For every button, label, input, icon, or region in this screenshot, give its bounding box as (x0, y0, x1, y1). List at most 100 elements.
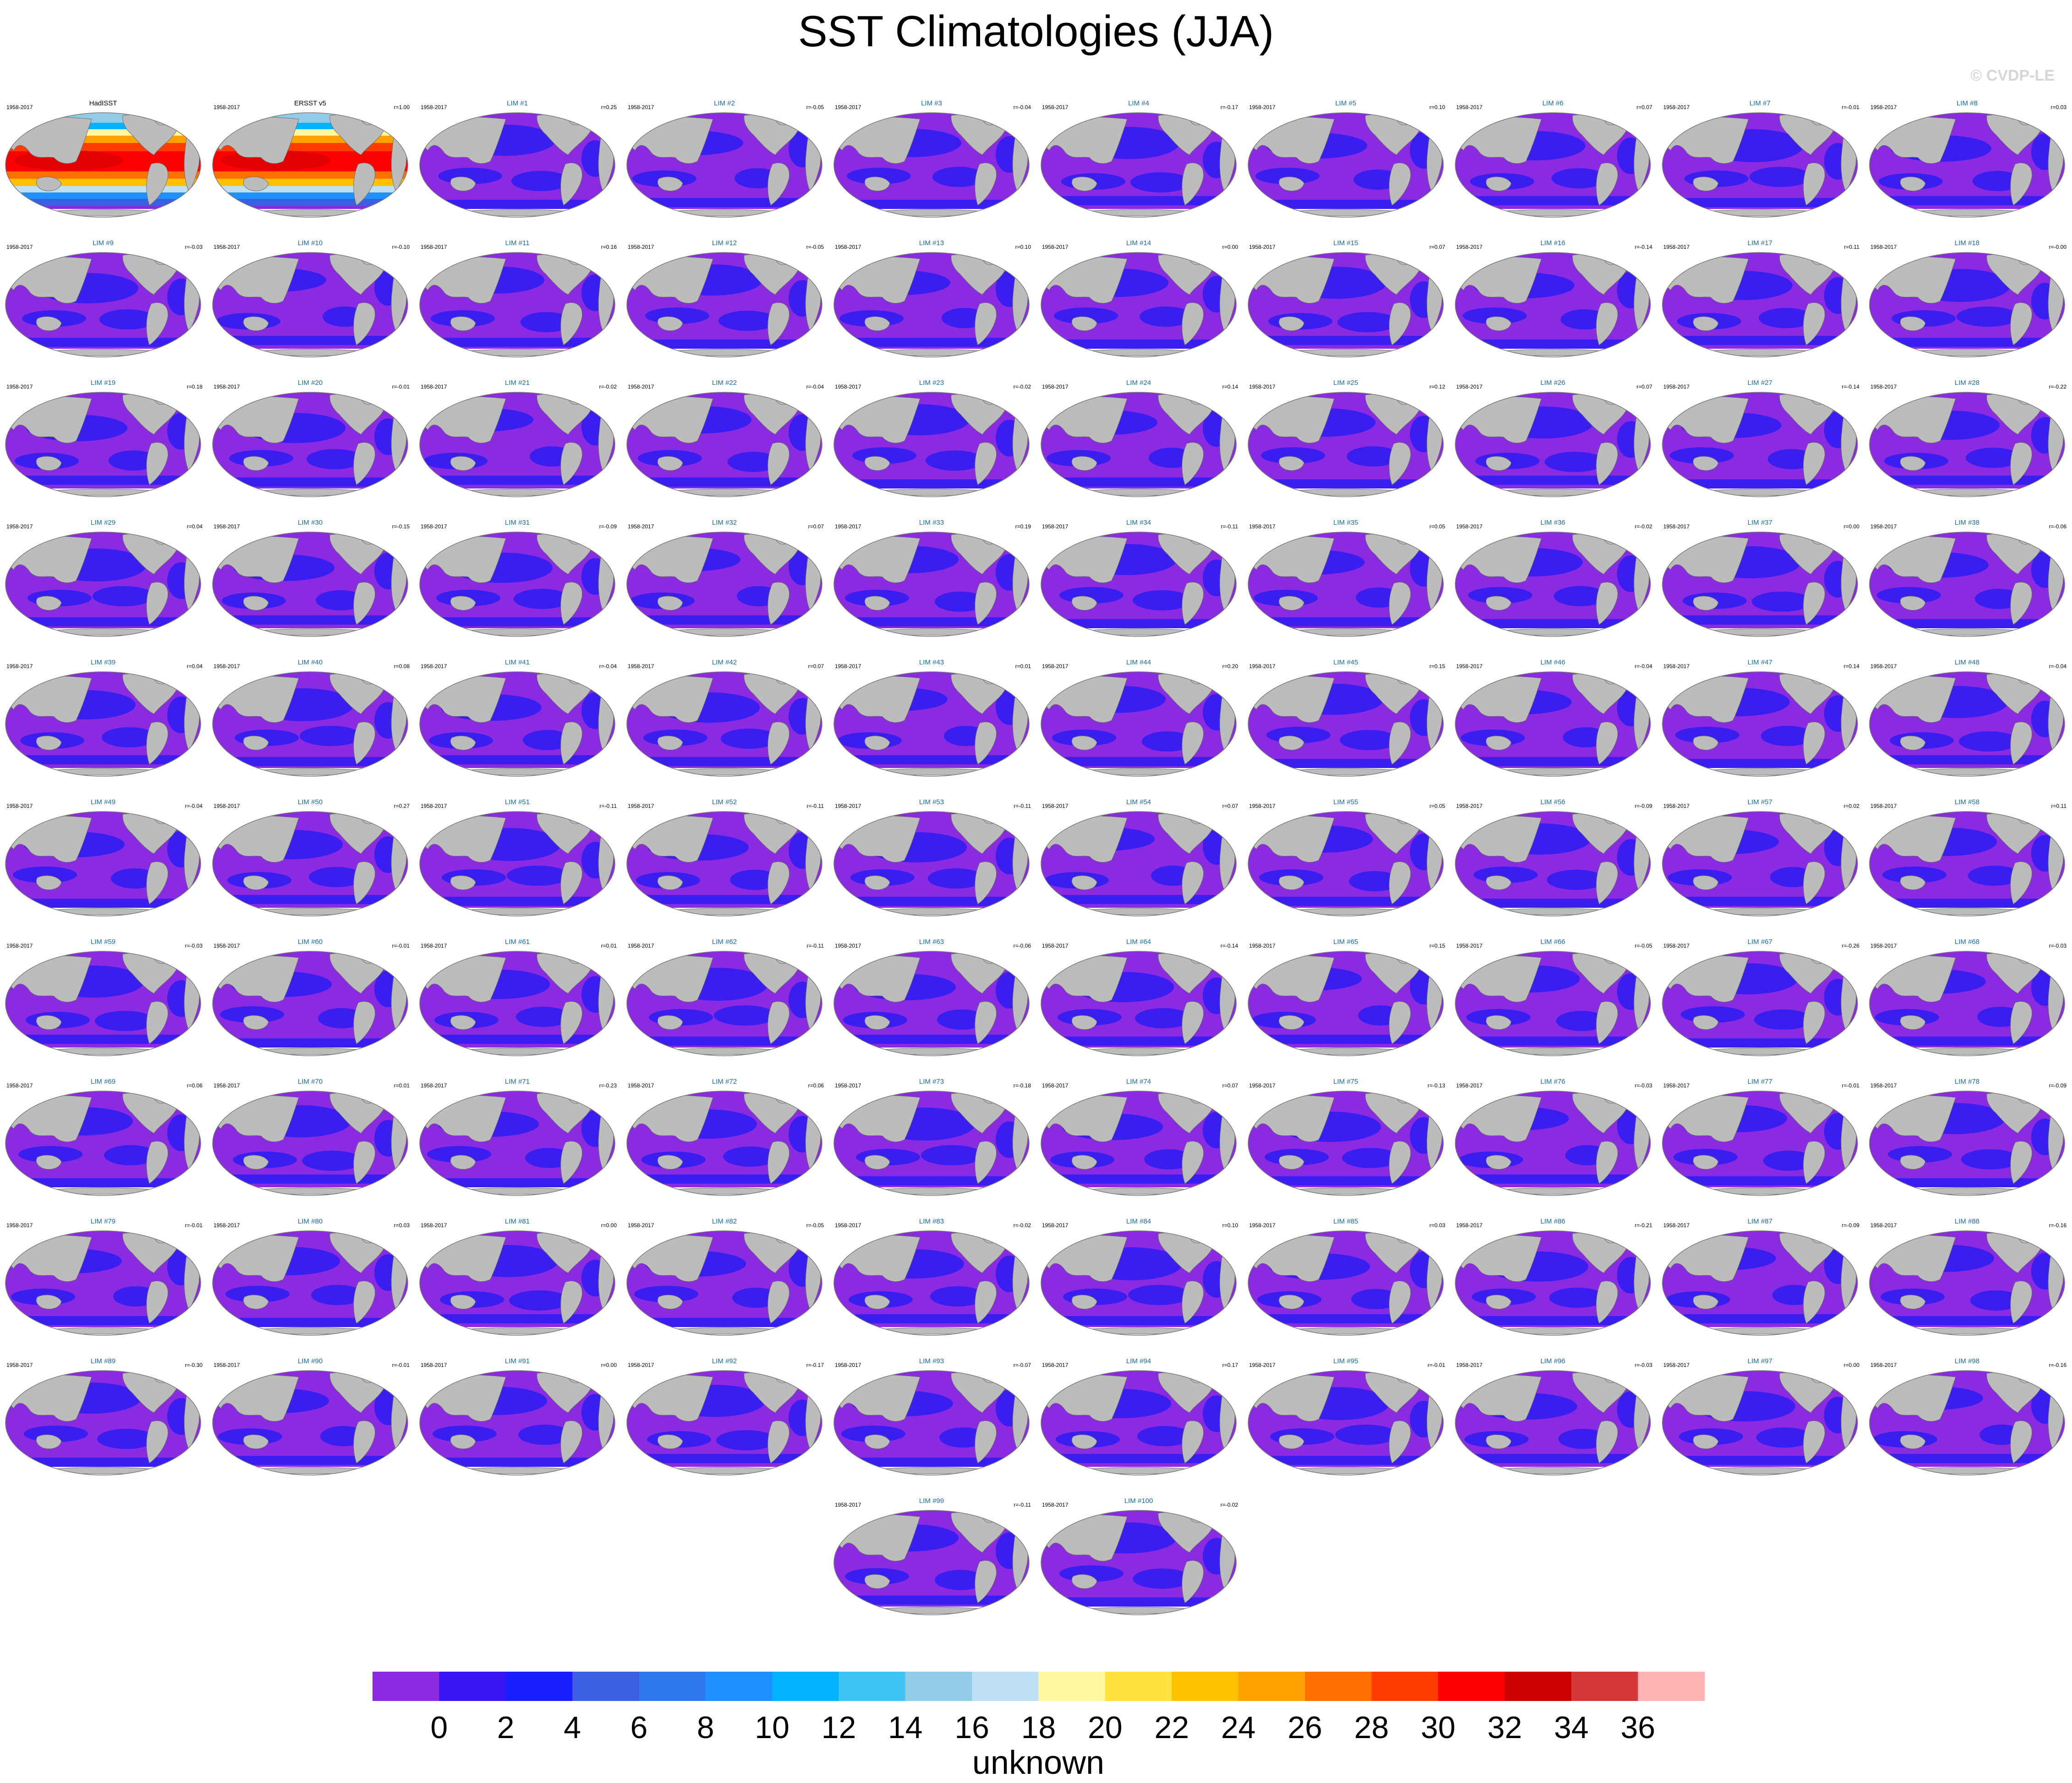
panel-title: LIM #65 (1333, 938, 1358, 946)
panel-correlation-label: r=-0.01 (392, 384, 410, 390)
map-panel: 1958-2017 LIM #97 r=0.00 (1662, 1357, 1859, 1476)
panel-correlation-label: r=0.03 (394, 1222, 410, 1229)
land-southAmerica (560, 861, 583, 905)
panel-title: LIM #6 (1542, 99, 1563, 107)
panel-period-label: 1958-2017 (1249, 244, 1276, 250)
panel-correlation-label: r=-0.04 (1014, 104, 1031, 110)
map-panel: 1958-2017 LIM #36 r=-0.02 (1455, 519, 1652, 637)
land-australia (36, 1015, 62, 1030)
land-australia (1900, 1015, 1926, 1030)
land-southAmerica (146, 1421, 169, 1464)
panel-period-label: 1958-2017 (1870, 244, 1897, 250)
land-southAmerica (353, 722, 376, 765)
panel-correlation-label: r=0.01 (1015, 663, 1031, 669)
panel-correlation-label: r=0.07 (808, 663, 824, 669)
land-southAmerica (767, 722, 790, 765)
panel-title: LIM #42 (712, 658, 737, 666)
panel-correlation-label: r=-0.06 (1014, 943, 1031, 949)
land-southAmerica (975, 1421, 997, 1464)
map-panel: 1958-2017 LIM #49 r=-0.04 (5, 798, 203, 916)
panel-correlation-label: r=-0.11 (1014, 803, 1031, 809)
land-australia (36, 1434, 62, 1449)
map-panel: 1958-2017 LIM #52 r=-0.11 (626, 798, 824, 916)
land-australia (450, 456, 476, 471)
panel-period-label: 1958-2017 (628, 104, 654, 110)
land-southAmerica (353, 582, 376, 625)
land-southAmerica (1596, 861, 1618, 905)
panel-correlation-label: r=0.16 (601, 244, 617, 250)
map-panel: 1958-2017 LIM #59 r=-0.03 (5, 938, 203, 1056)
panel-correlation-label: r=-0.09 (1842, 1222, 1860, 1229)
map-panel: 1958-2017 LIM #82 r=-0.05 (626, 1218, 824, 1336)
panel-correlation-label: r=-0.02 (1221, 1502, 1239, 1508)
panel-correlation-label: r=-0.06 (2049, 523, 2067, 530)
map-panel: 1958-2017 LIM #22 r=-0.04 (626, 379, 824, 497)
panel-correlation-label: r=0.07 (1222, 803, 1239, 809)
map-panel: 1958-2017 LIM #89 r=-0.30 (5, 1357, 203, 1476)
map-panel: 1958-2017 LIM #84 r=0.10 (1041, 1218, 1238, 1336)
land-southAmerica (353, 1001, 376, 1044)
colorbar-tick-label: 0 (430, 1710, 448, 1745)
panel-title: LIM #95 (1333, 1357, 1358, 1365)
land-southAmerica (1182, 861, 1204, 905)
land-australia (864, 1295, 890, 1310)
map-panel: 1958-2017 LIM #86 r=-0.21 (1455, 1218, 1653, 1336)
colorbar-swatch (905, 1672, 972, 1701)
land-australia (1485, 875, 1512, 890)
map-panel: 1958-2017 LIM #85 r=0.03 (1248, 1218, 1445, 1336)
land-australia (1900, 456, 1926, 471)
panel-period-label: 1958-2017 (1870, 663, 1897, 669)
map-panel: 1958-2017 LIM #27 r=-0.14 (1662, 379, 1859, 497)
panel-correlation-label: r=-0.22 (2049, 384, 2067, 390)
land-southAmerica (1182, 1281, 1204, 1324)
panel-correlation-label: r=-0.05 (1635, 943, 1653, 949)
panel-correlation-label: r=0.18 (187, 384, 203, 390)
panel-period-label: 1958-2017 (1663, 943, 1690, 949)
land-australia (243, 875, 269, 890)
panel-correlation-label: r=-0.21 (1635, 1222, 1653, 1229)
panel-title: LIM #99 (919, 1497, 944, 1505)
colorbar-swatch (572, 1672, 639, 1701)
land-southAmerica (975, 861, 997, 905)
panel-title: LIM #72 (712, 1078, 737, 1086)
panel-correlation-label: r=-0.05 (806, 244, 824, 250)
land-australia (1693, 735, 1719, 751)
map-panel: 1958-2017 LIM #70 r=0.01 (212, 1078, 410, 1196)
panel-period-label: 1958-2017 (835, 663, 861, 669)
panel-title: LIM #14 (1126, 239, 1151, 247)
panel-correlation-label: r=0.14 (1844, 663, 1860, 669)
panel-correlation-label: r=-0.01 (185, 1222, 203, 1229)
panel-title: LIM #34 (1126, 519, 1151, 527)
map-panel: 1958-2017 LIM #30 r=-0.15 (212, 519, 410, 637)
panel-period-label: 1958-2017 (628, 663, 654, 669)
land-australia (1071, 875, 1097, 890)
panel-correlation-label: r=-0.04 (806, 384, 824, 390)
land-australia (657, 596, 683, 611)
land-australia (1278, 596, 1305, 611)
panel-title: LIM #70 (298, 1078, 323, 1086)
land-southAmerica (1182, 442, 1204, 485)
land-southAmerica (1389, 163, 1411, 206)
colorbar-swatch (1504, 1672, 1572, 1701)
panel-title: LIM #1 (507, 99, 528, 107)
panel-period-label: 1958-2017 (1042, 244, 1069, 250)
panel-period-label: 1958-2017 (835, 1082, 861, 1089)
panel-correlation-label: r=0.07 (808, 523, 824, 530)
panel-period-label: 1958-2017 (214, 384, 240, 390)
map-panel: 1958-2017 LIM #73 r=-0.18 (833, 1078, 1031, 1196)
panel-title: LIM #40 (298, 658, 323, 666)
land-australia (1693, 1434, 1719, 1449)
map-panel: 1958-2017 LIM #6 r=0.07 (1455, 99, 1652, 218)
panel-period-label: 1958-2017 (214, 663, 240, 669)
land-southAmerica (2010, 302, 2033, 346)
map-panel: 1958-2017 LIM #63 r=-0.06 (833, 938, 1031, 1056)
map-panel: 1958-2017 LIM #3 r=-0.04 (833, 99, 1031, 218)
map-panel: 1958-2017 LIM #77 r=-0.01 (1662, 1078, 1859, 1196)
panel-period-label: 1958-2017 (1663, 384, 1690, 390)
panel-title: LIM #13 (919, 239, 944, 247)
panel-title: LIM #82 (712, 1218, 737, 1225)
land-australia (243, 1434, 269, 1449)
land-southAmerica (146, 442, 169, 485)
land-southAmerica (1803, 1001, 1825, 1044)
